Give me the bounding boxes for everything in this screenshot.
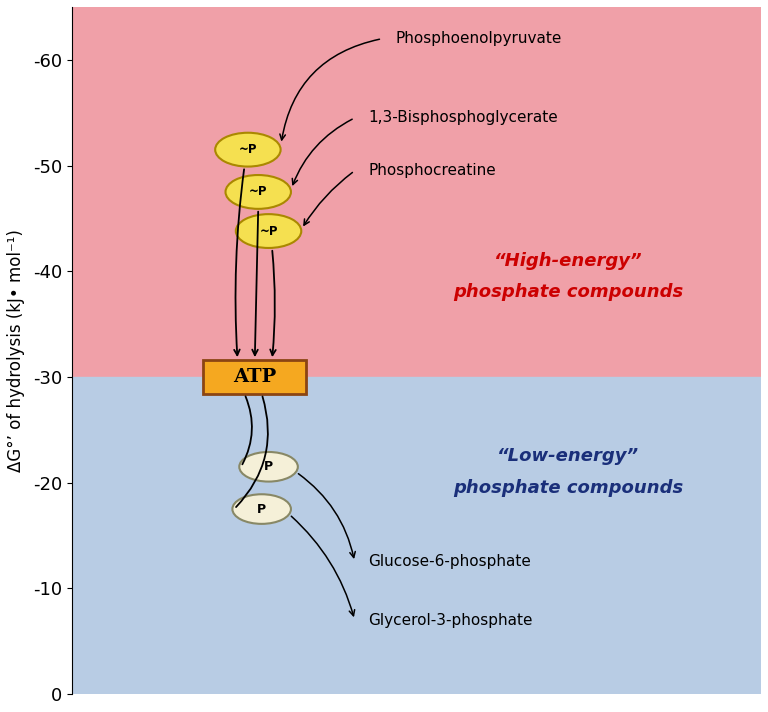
Text: Glucose-6-phosphate: Glucose-6-phosphate [369, 555, 531, 570]
Ellipse shape [215, 132, 280, 167]
Text: ~P: ~P [249, 185, 267, 199]
Y-axis label: ΔG°’ of hydrolysis (kJ• mol⁻¹): ΔG°’ of hydrolysis (kJ• mol⁻¹) [7, 229, 25, 472]
Ellipse shape [226, 175, 291, 209]
Ellipse shape [236, 214, 301, 248]
Ellipse shape [240, 452, 298, 481]
Text: Phosphoenolpyruvate: Phosphoenolpyruvate [396, 31, 562, 46]
FancyBboxPatch shape [203, 360, 306, 394]
Ellipse shape [233, 494, 291, 524]
Bar [72, 7, 761, 377]
Text: phosphate compounds: phosphate compounds [453, 283, 684, 301]
Text: “High-energy”: “High-energy” [494, 251, 643, 270]
Text: ~P: ~P [239, 143, 257, 156]
Text: P: P [264, 460, 273, 473]
Text: ~P: ~P [260, 224, 278, 238]
Text: phosphate compounds: phosphate compounds [453, 479, 684, 497]
Text: 1,3-Bisphosphoglycerate: 1,3-Bisphosphoglycerate [369, 110, 558, 125]
Text: “Low-energy”: “Low-energy” [497, 447, 639, 465]
Text: ATP: ATP [233, 368, 276, 386]
Text: Glycerol-3-phosphate: Glycerol-3-phosphate [369, 612, 533, 627]
Bar [72, 377, 761, 694]
Text: P: P [257, 503, 266, 515]
Text: Phosphocreatine: Phosphocreatine [369, 163, 496, 178]
